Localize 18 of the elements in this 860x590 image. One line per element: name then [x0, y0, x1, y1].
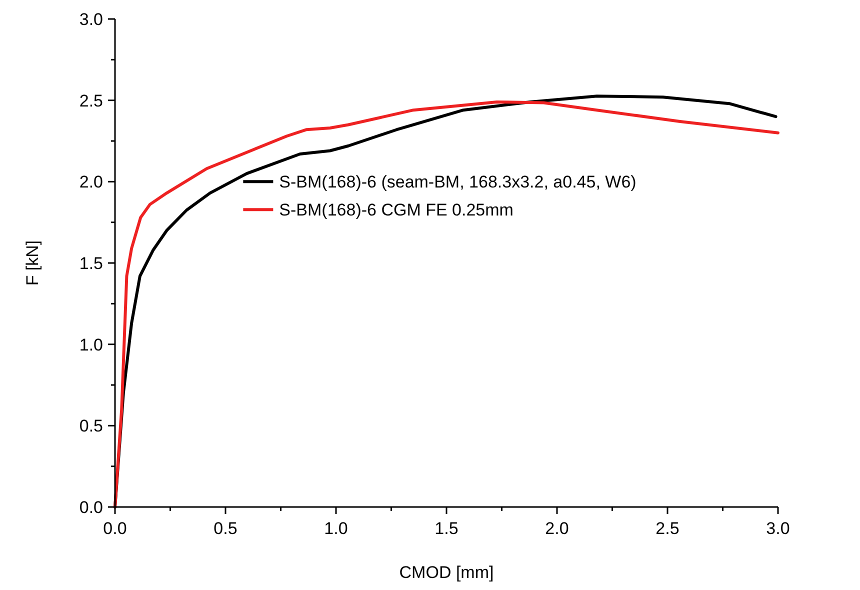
x-tick-label: 2.5 [656, 519, 680, 538]
x-tick-label: 0.5 [214, 519, 238, 538]
y-tick-label: 2.0 [79, 172, 103, 192]
x-tick-label: 0.0 [103, 519, 127, 538]
x-tick-label: 1.5 [434, 519, 458, 538]
y-tick-label: 1.0 [79, 335, 103, 354]
y-axis-title: F [kN] [23, 240, 42, 286]
x-axis-title: CMOD [mm] [399, 563, 494, 582]
x-tick-label: 1.0 [324, 519, 348, 538]
x-tick-label: 3.0 [766, 519, 790, 538]
y-tick-label: 0.5 [79, 416, 103, 436]
y-tick-label: 0.0 [79, 498, 103, 517]
x-tick-label: 2.0 [545, 519, 569, 538]
legend-label: S-BM(168)-6 CGM FE 0.25mm [279, 200, 514, 220]
y-tick-label: 1.5 [79, 254, 103, 273]
legend-label: S-BM(168)-6 (seam-BM, 168.3x3.2, a0.45, W6) [279, 172, 636, 192]
y-tick-label: 3.0 [79, 10, 103, 29]
y-tick-label: 2.5 [79, 91, 103, 110]
